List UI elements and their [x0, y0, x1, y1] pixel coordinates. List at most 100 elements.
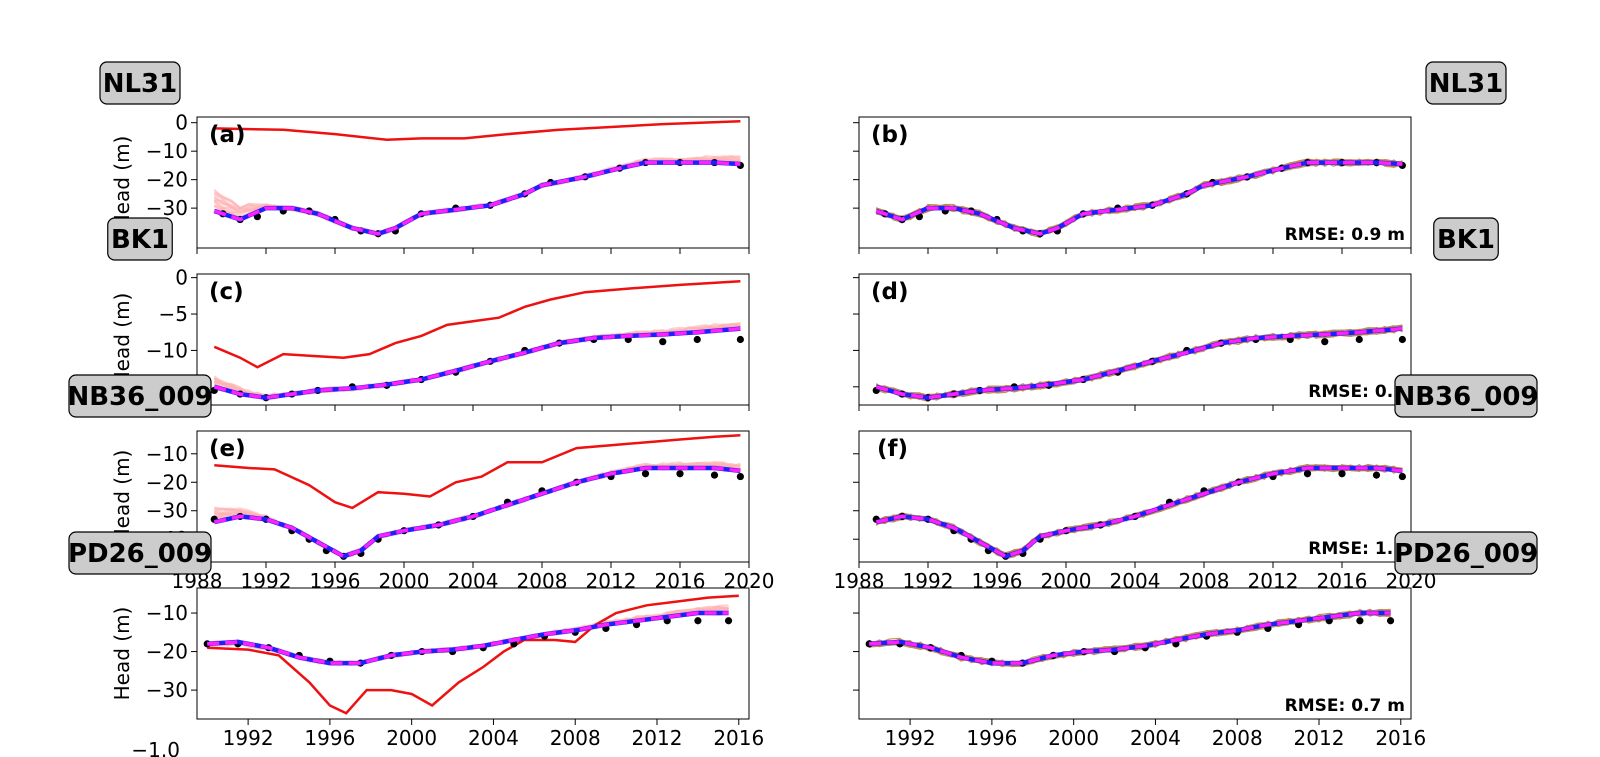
- rmse-label: RMSE: 0.5: [1308, 382, 1405, 402]
- ensemble-line: [875, 158, 1403, 233]
- x-tick-label: 2004: [468, 726, 519, 750]
- panel-label: (c): [209, 279, 244, 305]
- x-tick-label: 2012: [1248, 569, 1299, 593]
- x-tick-label: 1996: [972, 569, 1023, 593]
- station-badge: PD26_009: [68, 531, 212, 575]
- observation-point: [1355, 335, 1363, 344]
- ensemble-line: [214, 461, 741, 556]
- x-tick-label: 2012: [632, 726, 683, 750]
- x-tick-label: 2008: [517, 569, 568, 593]
- panel-3: 0−5−10−15Head (m)(c): [110, 266, 750, 411]
- magenta-series-line: [875, 466, 1403, 559]
- station-name: NB36_009: [1393, 382, 1538, 412]
- y-tick-label: −30: [146, 499, 188, 523]
- x-tick-label: 1996: [966, 726, 1017, 750]
- observation-point: [1321, 338, 1329, 346]
- y-tick-label: −20: [146, 470, 188, 494]
- axes-frame: [196, 430, 750, 563]
- plot-area: [210, 434, 744, 560]
- y-tick-label: 0: [175, 111, 188, 135]
- panel-label: (a): [209, 122, 246, 148]
- ensemble-line: [213, 156, 741, 235]
- observation-point: [1372, 471, 1381, 479]
- x-tick-label: 2000: [386, 726, 437, 750]
- x-tick-label: 2004: [1110, 569, 1161, 593]
- ensemble-line: [213, 155, 741, 234]
- ensemble-line: [213, 154, 741, 237]
- station-badge-box: [99, 61, 181, 105]
- y-tick-label: −30: [146, 196, 188, 220]
- observation-point: [1338, 470, 1346, 478]
- ensemble-line: [876, 158, 1403, 233]
- x-tick-label: 1988: [834, 569, 885, 593]
- observation-point: [1356, 617, 1364, 625]
- station-badge-box: [1394, 374, 1538, 418]
- plot-area: [875, 158, 1406, 239]
- station-badge: BK1: [107, 217, 173, 261]
- ensemble-line: [876, 159, 1403, 235]
- x-tick-label: 1996: [304, 726, 355, 750]
- blue-series-line: [213, 160, 741, 237]
- observation-point: [710, 471, 719, 479]
- station-badge-box: [68, 374, 212, 418]
- ensemble-line: [876, 158, 1403, 232]
- station-name: PD26_009: [1394, 539, 1538, 569]
- plot-area: [210, 280, 744, 402]
- observation-point: [1398, 335, 1406, 344]
- station-badge-box: [1425, 61, 1507, 105]
- station-badge-box: [107, 217, 173, 261]
- station-badge-box: [68, 531, 212, 575]
- ensemble-line: [213, 159, 741, 234]
- ensemble-line: [876, 158, 1403, 236]
- ensemble-line: [213, 158, 741, 234]
- x-tick-label: 2016: [713, 726, 764, 750]
- ensemble-line: [876, 158, 1403, 235]
- x-tick-label: 2020: [724, 569, 775, 593]
- y-tick-label: −30: [146, 678, 188, 702]
- rmse-label: RMSE: 1.1: [1308, 539, 1405, 559]
- ensemble-line: [213, 158, 741, 237]
- blue-series-line: [213, 465, 741, 559]
- panel-1: 0 −10 −20 −30 Head (m) (a): [110, 111, 750, 254]
- x-tick-label: 2004: [1130, 726, 1181, 750]
- station-badge: NB36_009: [1393, 374, 1539, 418]
- ensemble-line: [214, 155, 741, 238]
- observation-point: [1398, 472, 1406, 481]
- panel-label: (f): [877, 436, 908, 462]
- red-series-line: [214, 120, 741, 142]
- x-tick-label: 2004: [448, 569, 499, 593]
- panel-2: (b) RMSE: 0.9 m: [853, 116, 1412, 254]
- y-tick-label: −10: [146, 338, 188, 362]
- y-tick-label: −5: [159, 302, 188, 326]
- x-tick-label: 2016: [1375, 726, 1426, 750]
- red-series-line: [213, 280, 741, 369]
- ensemble-line: [876, 160, 1403, 234]
- x-tick-label: 2016: [655, 569, 706, 593]
- magenta-series-line: [213, 160, 741, 236]
- magenta-series-line: [875, 160, 1403, 236]
- axes-frame: [196, 273, 750, 406]
- clipped-axis-label: −1.0: [131, 738, 180, 757]
- observation-point: [693, 335, 701, 344]
- panel-6: (f) RMSE: 1.1: [853, 430, 1412, 568]
- x-tick-label: 1992: [223, 726, 274, 750]
- y-axis-label: Head (m): [110, 136, 134, 230]
- ensemble-line: [214, 159, 741, 235]
- station-badge: PD26_009: [1394, 531, 1538, 575]
- y-tick-label: −20: [146, 168, 188, 192]
- ensemble-line: [876, 158, 1403, 235]
- y-axis-label: Head (m): [110, 293, 134, 387]
- x-tick-label: 1992: [241, 569, 292, 593]
- ensemble-line: [213, 156, 741, 235]
- observation-point: [659, 338, 667, 346]
- ensemble-line: [213, 155, 741, 234]
- magenta-series-line: [869, 611, 1391, 665]
- panel-5: −10−20−30−40Head (m)(e): [110, 430, 750, 568]
- observation-point: [1386, 617, 1395, 625]
- axes-frame: [858, 587, 1412, 720]
- panel-7: −10 −20 −30 Head (m): [110, 587, 750, 725]
- observation-point: [736, 335, 744, 344]
- y-tick-label: −10: [146, 139, 188, 163]
- x-tick-label: 2000: [379, 569, 430, 593]
